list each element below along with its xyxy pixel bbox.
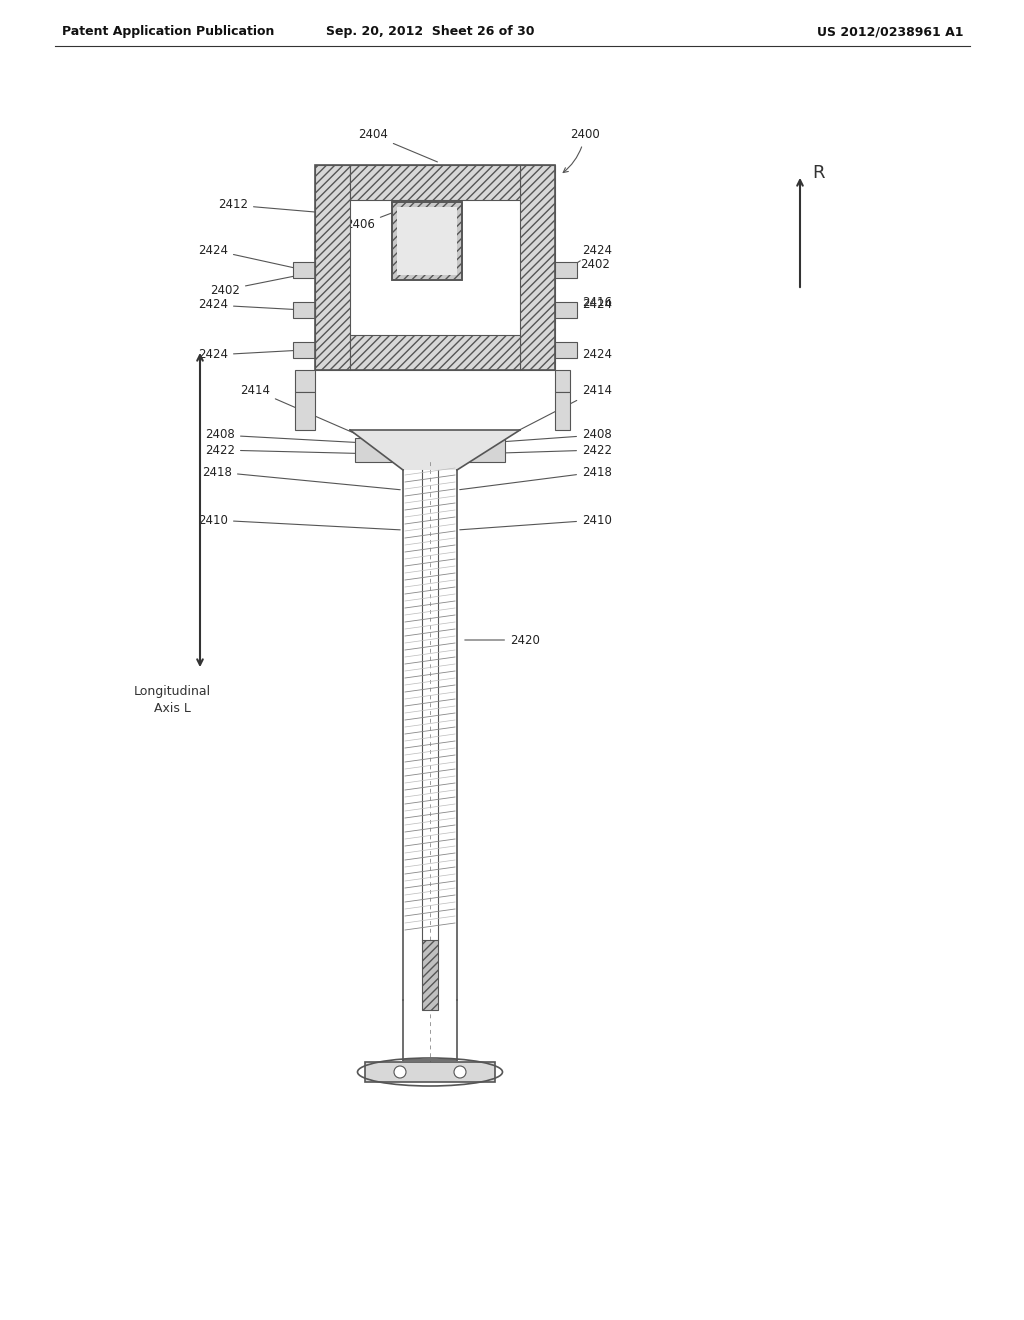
Text: 2408: 2408 — [460, 429, 611, 445]
Text: 2414: 2414 — [240, 384, 368, 438]
Polygon shape — [355, 438, 400, 462]
Text: 2422: 2422 — [205, 444, 419, 457]
Text: 2418: 2418 — [460, 466, 612, 490]
Text: 2412: 2412 — [218, 198, 347, 215]
Bar — [365, 1063, 495, 1082]
Text: US 2012/0238961 A1: US 2012/0238961 A1 — [817, 25, 964, 38]
Text: Figure 24: Figure 24 — [361, 172, 499, 198]
Polygon shape — [460, 438, 505, 462]
Text: Sep. 20, 2012  Sheet 26 of 30: Sep. 20, 2012 Sheet 26 of 30 — [326, 25, 535, 38]
Bar — [295, 370, 315, 392]
Polygon shape — [293, 261, 315, 279]
Text: Patent Application Publication: Patent Application Publication — [62, 25, 274, 38]
Text: 2422: 2422 — [440, 444, 612, 457]
Bar — [350, 165, 520, 201]
Text: 2418: 2418 — [202, 466, 400, 490]
Bar — [422, 940, 438, 1010]
Text: 2404: 2404 — [358, 128, 437, 162]
Polygon shape — [555, 302, 577, 318]
Bar — [350, 335, 520, 370]
Bar — [555, 370, 570, 392]
Bar — [295, 392, 315, 430]
Text: 2424: 2424 — [198, 298, 301, 312]
Bar — [315, 165, 555, 370]
Text: 2424: 2424 — [198, 243, 301, 269]
Text: 2408: 2408 — [205, 429, 400, 445]
Bar — [350, 201, 520, 335]
Text: 2424: 2424 — [568, 348, 612, 362]
Bar — [555, 392, 570, 430]
Text: 2424: 2424 — [198, 348, 301, 362]
Text: 2410: 2410 — [460, 513, 612, 529]
Polygon shape — [350, 430, 520, 470]
Text: Axis L: Axis L — [154, 701, 190, 714]
Text: 2402: 2402 — [523, 259, 610, 272]
Bar — [315, 165, 350, 370]
Polygon shape — [555, 261, 577, 279]
Text: 2400: 2400 — [563, 128, 600, 173]
Text: 2424: 2424 — [568, 243, 612, 268]
Text: R: R — [812, 164, 824, 182]
Polygon shape — [293, 302, 315, 318]
Bar — [397, 207, 457, 275]
Text: 2420: 2420 — [465, 634, 540, 647]
Text: 2416: 2416 — [523, 296, 612, 309]
Text: 2414: 2414 — [503, 384, 612, 438]
Text: 2402: 2402 — [210, 265, 347, 297]
Bar — [392, 202, 462, 280]
Circle shape — [454, 1067, 466, 1078]
Text: 2410: 2410 — [198, 513, 400, 529]
Circle shape — [394, 1067, 406, 1078]
Polygon shape — [293, 342, 315, 358]
Bar — [392, 202, 462, 280]
Polygon shape — [555, 342, 577, 358]
Text: 2424: 2424 — [568, 298, 612, 312]
Text: Longitudinal: Longitudinal — [133, 685, 211, 698]
Bar — [520, 165, 555, 370]
Text: 2406: 2406 — [345, 213, 394, 231]
